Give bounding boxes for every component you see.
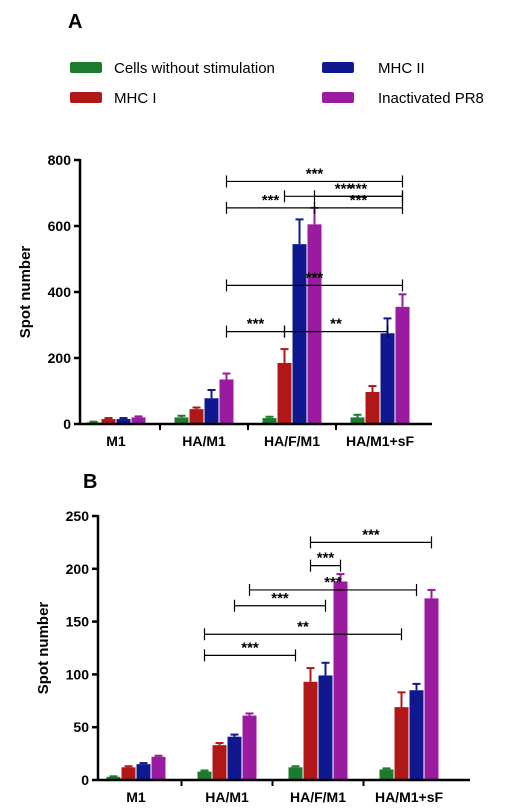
significance-label: *** [362,526,380,543]
bar [365,391,380,424]
bar [219,379,234,424]
panel-label-a: A [68,11,82,33]
y-tick-label: 50 [73,719,89,735]
legend-label-mhc-ii: MHC II [378,60,425,77]
bar [242,715,257,780]
y-tick-label: 250 [66,508,90,524]
chart-panel-b: Spot number 0 50 100 150 200 250 M1 HA/M1 HA/F/M1… [35,508,470,805]
significance-label: *** [271,590,289,607]
bar [277,362,292,424]
bar [333,581,348,780]
bar [136,764,151,780]
significance-label: ** [330,316,342,333]
significance-label: *** [324,574,342,591]
bar [131,417,146,424]
y-tick-label: 400 [48,284,72,300]
y-tick-label: 100 [66,666,90,682]
category-label: HA/F/M1 [264,433,320,449]
bar [121,767,136,780]
bar [197,771,212,780]
category-label: HA/F/M1 [290,789,346,805]
y-tick-label: 200 [66,561,90,577]
y-tick-label: 150 [66,614,90,630]
y-tick-label: 0 [81,772,89,788]
panel-label-b: B [83,471,97,493]
category-label: HA/M1+sF [346,433,415,449]
y-tick-label: 600 [48,218,72,234]
bar [292,244,307,424]
bar [409,690,424,780]
bar [227,736,242,780]
category-label: HA/M1 [182,433,226,449]
legend-label-inactivated-pr8: Inactivated PR8 [378,90,484,107]
bar [212,745,227,780]
significance-label: *** [262,192,280,209]
significance-label: *** [317,550,335,567]
significance-label: *** [306,165,324,182]
y-tick-label: 800 [48,152,72,168]
category-label: HA/M1 [205,789,249,805]
bar [350,417,365,424]
legend-label-cells-without-stimulation: Cells without stimulation [114,60,275,77]
significance-label: *** [241,639,259,656]
y-axis-title: Spot number [17,246,34,339]
significance-label: *** [306,269,324,286]
bar [116,419,131,424]
bar [424,598,439,780]
y-axis-title: Spot number [35,602,52,695]
chart-panel-a: Spot number 0 200 400 600 800 M1 HA/M1 HA/F/M1 HA… [17,152,432,449]
legend-swatch-mhc-i [70,92,102,103]
significance-label: *** [335,180,353,197]
significance-label: *** [350,180,368,197]
bar [106,776,121,780]
bar [189,409,204,424]
bar [262,418,277,424]
bar [379,769,394,780]
bar [101,419,116,424]
y-tick-label: 0 [63,416,71,432]
bar [204,398,219,424]
bar [151,756,166,780]
category-label: M1 [126,789,146,805]
y-tick-label: 200 [48,350,72,366]
significance-label: *** [350,192,368,209]
legend-label-mhc-i: MHC I [114,90,157,107]
bar [174,417,189,424]
legend-swatch-mhc-ii [322,62,354,73]
significance-label: ** [297,618,309,635]
significance-label: *** [247,316,265,333]
category-label: HA/M1+sF [375,789,444,805]
legend-swatch-cells-without-stimulation [70,62,102,73]
bar [303,681,318,780]
bar [394,707,409,780]
bar [288,767,303,780]
bar [380,333,395,424]
bar [307,224,322,424]
bar [395,306,410,424]
legend: Cells without stimulation MHC I MHC II I… [70,60,484,107]
bar [318,675,333,780]
category-label: M1 [106,433,126,449]
legend-swatch-inactivated-pr8 [322,92,354,103]
